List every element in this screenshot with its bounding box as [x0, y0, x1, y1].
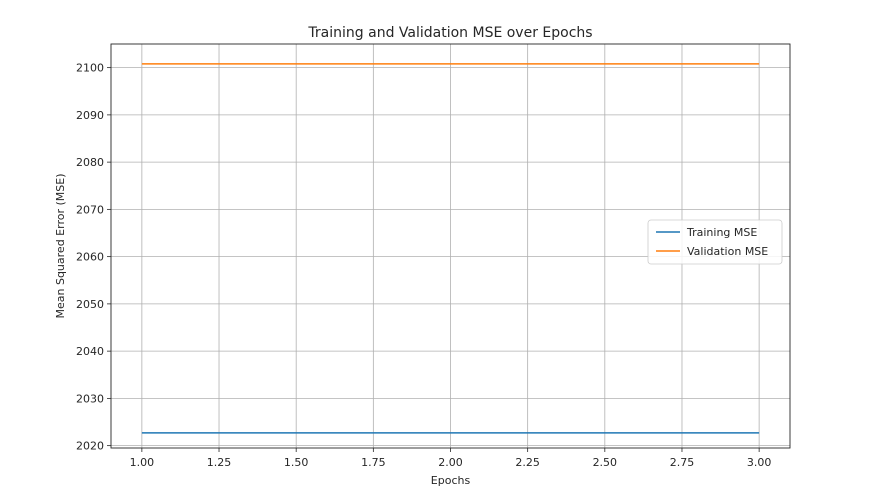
- x-tick-label: 1.00: [130, 456, 155, 469]
- y-tick-label: 2050: [76, 298, 104, 311]
- y-axis: 2020 2030 2040 2050 2060 2070 2080 2090 2100: [76, 62, 111, 453]
- x-tick-label: 1.50: [284, 456, 309, 469]
- legend-box: [647, 219, 783, 265]
- x-tick-label: 1.75: [361, 456, 386, 469]
- x-tick-label: 2.50: [593, 456, 618, 469]
- x-tick-label: 3.00: [747, 456, 772, 469]
- x-axis-title: Epochs: [431, 474, 471, 487]
- y-tick-label: 2020: [76, 440, 104, 453]
- x-axis: 1.00 1.25 1.50 1.75 2.00 2.25 2.50 2.75 3.00: [130, 448, 772, 469]
- y-tick-label: 2100: [76, 62, 104, 75]
- x-tick-label: 2.75: [670, 456, 695, 469]
- y-tick-label: 2080: [76, 156, 104, 169]
- y-axis-title: Mean Squared Error (MSE): [54, 174, 67, 319]
- x-tick-label: 1.25: [207, 456, 232, 469]
- y-tick-label: 2070: [76, 203, 104, 216]
- series-layer: [141, 63, 760, 434]
- y-tick-label: 2040: [76, 345, 104, 358]
- chart-title: Training and Validation MSE over Epochs: [307, 25, 592, 41]
- legend: Training MSE Validation MSE: [647, 219, 783, 265]
- legend-label: Training MSE: [686, 226, 757, 239]
- x-tick-label: 2.25: [515, 456, 540, 469]
- y-tick-label: 2060: [76, 251, 104, 264]
- y-tick-label: 2030: [76, 392, 104, 405]
- legend-label: Validation MSE: [687, 245, 768, 258]
- x-tick-label: 2.00: [438, 456, 463, 469]
- y-tick-label: 2090: [76, 109, 104, 122]
